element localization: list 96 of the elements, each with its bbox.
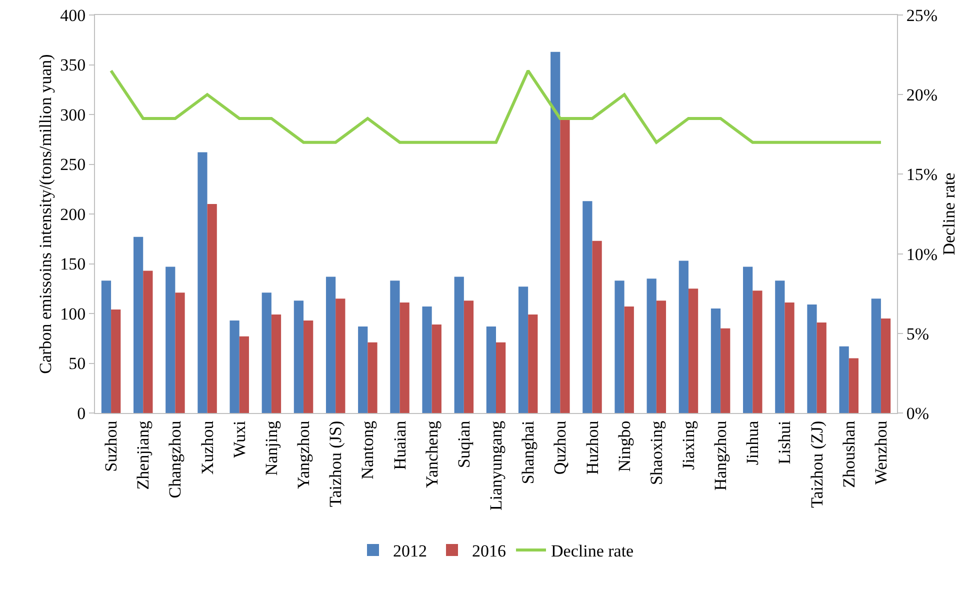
bar [518, 286, 528, 413]
bar [550, 52, 560, 413]
x-tick-label: Zhenjiang [134, 420, 153, 490]
bar [752, 290, 762, 413]
bar [294, 300, 304, 413]
bar [624, 306, 634, 413]
bar [720, 328, 730, 413]
bar [326, 276, 336, 413]
bar [358, 326, 368, 413]
x-tick-label: Shanghai [518, 420, 538, 484]
legend-label: 2016 [472, 542, 506, 561]
bar [486, 326, 496, 413]
bar [784, 302, 794, 413]
bar [678, 260, 688, 413]
bar [528, 314, 538, 413]
bar [807, 304, 817, 413]
y-tick-label: 200 [60, 204, 86, 224]
y-tick-label: 300 [60, 105, 86, 124]
y-axis-title: Carbon emissoins intensity/(tons/million yuan) [36, 54, 55, 374]
bar [143, 270, 153, 413]
y2-tick-label: 20% [906, 86, 938, 105]
bar [614, 280, 624, 413]
y-tick-label: 400 [60, 6, 86, 25]
bar [239, 336, 249, 413]
bar [464, 300, 474, 413]
legend-label: 2012 [393, 542, 427, 561]
y-tick-label: 0 [77, 404, 86, 423]
bar [871, 298, 881, 413]
y2-axis-title: Decline rate [940, 172, 959, 256]
x-tick-label: Zhoushan [839, 420, 858, 488]
bar [262, 292, 272, 413]
bar [304, 320, 314, 413]
bar [271, 314, 282, 413]
bar [656, 300, 666, 413]
bar [848, 358, 858, 413]
bar [166, 266, 176, 413]
x-tick-label: Huaian [390, 420, 410, 470]
bar [432, 324, 442, 413]
bar [175, 292, 185, 413]
bar [336, 298, 346, 413]
legend-label: Decline rate [551, 542, 634, 561]
bar [688, 288, 698, 413]
bar [582, 201, 592, 413]
y-tick-label: 350 [60, 56, 86, 75]
x-tick-label: Nanjing [262, 420, 281, 476]
y2-tick-label: 10% [906, 244, 938, 264]
x-tick-label: Quzhou [550, 420, 570, 475]
bar [646, 278, 656, 413]
x-tick-label: Wenzhou [871, 420, 890, 485]
bar [368, 342, 378, 413]
x-tick-label: Huzhou [582, 420, 602, 475]
y-tick-label: 50 [68, 354, 86, 374]
x-tick-label: Lianyungang [486, 420, 506, 511]
bar [775, 280, 785, 413]
x-tick-label: Taizhou (JS) [326, 420, 346, 507]
bar [592, 240, 602, 413]
x-tick-label: Taizhou (ZJ) [807, 420, 826, 508]
bar [400, 302, 410, 413]
bar [101, 280, 112, 413]
y2-tick-label: 15% [906, 165, 938, 184]
bar [198, 152, 208, 413]
x-tick-label: Shaoxing [646, 420, 666, 486]
line-series [110, 69, 882, 144]
bar [560, 118, 570, 413]
bar [207, 204, 217, 413]
bar [422, 306, 432, 413]
x-tick-label: Ningbo [614, 420, 634, 472]
bar [134, 236, 144, 413]
y2-tick-label: 5% [906, 324, 930, 344]
x-tick-label: Jiaxing [679, 420, 698, 470]
x-tick-label: Yangzhou [294, 420, 314, 489]
bar [710, 308, 721, 413]
x-tick-label: Hangzhou [711, 420, 730, 491]
x-tick-label: Changzhou [166, 420, 185, 498]
bar [454, 276, 464, 413]
bar [390, 280, 400, 413]
x-tick-label: Lishui [775, 420, 794, 464]
y-tick-label: 150 [60, 254, 86, 274]
bar [230, 320, 240, 413]
x-tick-label: Yancheng [422, 420, 442, 488]
bar [880, 318, 891, 413]
bar [496, 342, 506, 413]
y-tick-label: 250 [60, 155, 86, 174]
y-tick-label: 100 [60, 304, 86, 324]
bar [839, 346, 849, 413]
bar [111, 310, 121, 413]
x-tick-label: Nantong [358, 420, 378, 480]
y2-tick-label: 25% [906, 6, 938, 25]
x-tick-label: Wuxi [230, 420, 249, 458]
x-tick-label: Suqian [454, 420, 474, 468]
x-tick-label: Suzhou [102, 420, 121, 472]
bar [743, 266, 753, 413]
y2-tick-label: 0% [906, 404, 930, 423]
x-tick-label: Xuzhou [198, 420, 217, 475]
x-tick-label: Jinhua [743, 420, 762, 466]
bar [816, 322, 826, 413]
